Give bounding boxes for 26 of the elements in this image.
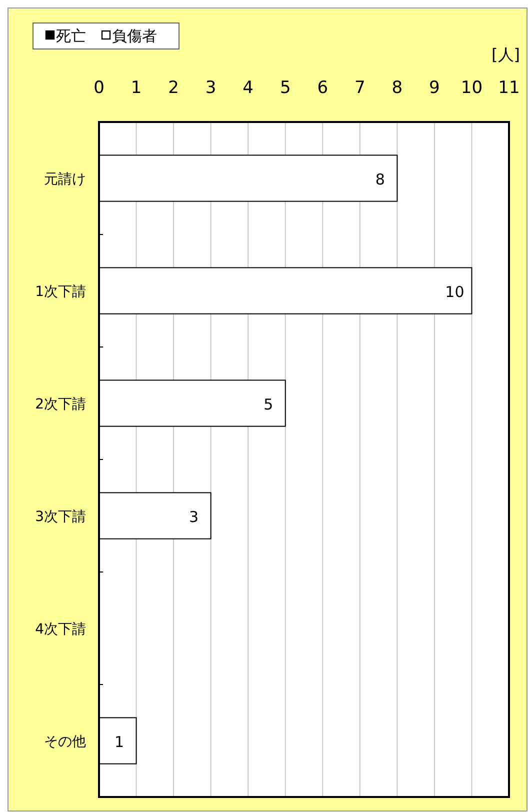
legend-label: 死亡 bbox=[56, 27, 86, 45]
x-tick-label: 1 bbox=[130, 78, 142, 98]
data-label: 1 bbox=[114, 732, 124, 751]
x-tick-label: 8 bbox=[392, 78, 403, 98]
x-tick-label: 9 bbox=[429, 78, 440, 98]
legend-label: 負傷者 bbox=[112, 27, 157, 45]
x-tick-label: 7 bbox=[354, 78, 366, 98]
x-tick-label: 5 bbox=[280, 78, 291, 98]
y-tick-label: その他 bbox=[44, 734, 86, 750]
y-tick-label: 元請け bbox=[44, 171, 86, 188]
data-label: 5 bbox=[264, 395, 274, 414]
x-tick-label: 6 bbox=[317, 78, 328, 98]
y-tick-label: 1次下請 bbox=[35, 284, 86, 300]
data-label: 8 bbox=[375, 170, 385, 188]
x-tick-label: 4 bbox=[242, 78, 254, 98]
y-tick-label: 4次下請 bbox=[35, 621, 86, 638]
x-tick-label: 11 bbox=[498, 78, 520, 98]
y-tick-label: 2次下請 bbox=[35, 396, 86, 412]
data-label: 3 bbox=[189, 508, 199, 526]
x-tick-label: 10 bbox=[460, 78, 483, 98]
x-axis-title: [人] bbox=[492, 45, 520, 64]
data-label: 10 bbox=[445, 282, 464, 301]
x-tick-label: 3 bbox=[205, 78, 216, 98]
x-tick-label: 2 bbox=[168, 78, 179, 98]
y-tick-label: 3次下請 bbox=[35, 508, 86, 525]
x-tick-label: 0 bbox=[94, 78, 104, 98]
